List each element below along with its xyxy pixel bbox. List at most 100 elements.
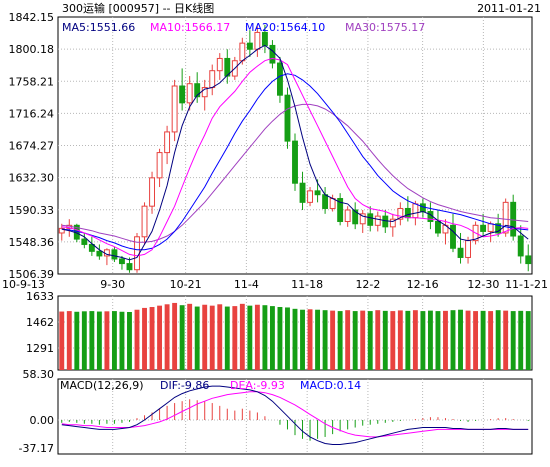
candle-body	[389, 218, 396, 228]
candle-body	[292, 140, 298, 184]
volume-bar	[224, 306, 230, 370]
candle-body	[517, 235, 524, 257]
candle-body	[164, 131, 171, 154]
price-tick-label: 1800.18	[9, 43, 55, 56]
candle-body	[314, 190, 321, 196]
volume-bar	[345, 310, 351, 370]
volume-bar	[172, 302, 178, 370]
volume-bar	[187, 303, 193, 370]
candle-body	[81, 238, 88, 245]
volume-bar	[518, 310, 524, 370]
candle-body	[284, 94, 291, 142]
macd-lines	[61, 385, 529, 445]
legend-ma10: MA10:1566.17	[150, 21, 230, 34]
macd-legend-macd: MACD:0.14	[300, 379, 361, 392]
candle-body	[216, 57, 223, 72]
date-tick-label: 11-4	[234, 278, 259, 291]
date-tick-label: 12-30	[467, 278, 499, 291]
candle-body	[359, 213, 366, 225]
candle-body	[322, 194, 329, 209]
legend-ma30: MA30:1575.17	[345, 21, 425, 34]
volume-bar	[247, 305, 253, 370]
volume-bar	[443, 310, 448, 370]
volume-bar	[367, 311, 373, 370]
chart-title: 300运输 [000957] -- 日K线图	[62, 1, 214, 15]
volume-bar	[164, 304, 170, 370]
volume-bar	[217, 304, 223, 370]
volume-bar	[239, 303, 245, 370]
volume-bar	[307, 309, 313, 370]
volume-axis-labels: 1633 1462 1291 58.30	[23, 290, 55, 381]
price-tick-label: 1674.27	[9, 140, 55, 153]
candle-body	[254, 31, 261, 50]
candle-body	[367, 213, 374, 226]
volume-bar	[337, 311, 343, 370]
volume-bar	[111, 311, 117, 370]
candle-body	[179, 85, 186, 104]
volume-bar	[315, 309, 321, 370]
price-tick-label: 1632.30	[9, 172, 55, 185]
candle-body	[525, 255, 532, 265]
ma10-line	[61, 57, 529, 257]
volume-tick-label: 1462	[26, 316, 54, 329]
volume-bar	[81, 311, 87, 370]
volume-bar	[473, 311, 479, 370]
volume-bar	[104, 311, 110, 370]
candle-body	[487, 223, 494, 232]
candle-body	[141, 205, 148, 238]
volume-bar	[254, 304, 260, 370]
volume-bar	[397, 310, 403, 370]
volume-bar	[525, 311, 531, 370]
candle-body	[465, 240, 471, 258]
volume-bar	[149, 307, 155, 370]
volume-bar	[488, 311, 494, 370]
chart-date: 2011-01-21	[477, 2, 541, 15]
candle-body	[502, 201, 509, 234]
volume-bar	[96, 311, 102, 370]
candle-body	[239, 42, 246, 62]
volume-bar	[292, 308, 298, 370]
volume-bar	[142, 307, 147, 370]
price-tick-label: 1716.24	[9, 107, 55, 120]
volume-bar	[89, 311, 95, 370]
candle-body	[435, 220, 441, 234]
candle-body	[412, 203, 419, 219]
volume-bar	[503, 310, 509, 370]
volume-bar	[262, 305, 268, 370]
candle-body	[88, 243, 95, 252]
volume-bar	[202, 304, 208, 370]
date-tick-label: 10-21	[170, 278, 202, 291]
candle-body	[352, 209, 359, 225]
candles	[58, 24, 532, 273]
price-tick-label: 1506.39	[9, 268, 55, 281]
volume-bar	[134, 309, 140, 370]
volume-bar	[300, 309, 305, 370]
price-tick-label: 1548.36	[9, 236, 55, 249]
date-tick-label: 11-1-21	[505, 278, 548, 291]
volume-bar	[322, 310, 328, 370]
candle-body	[111, 249, 118, 260]
candle-body	[149, 177, 155, 207]
candle-body	[186, 83, 193, 104]
macd-legend-name: MACD(12,26,9)	[60, 379, 144, 392]
dea-line	[61, 391, 529, 438]
volume-tick-label: 58.30	[23, 368, 55, 381]
candle-body	[329, 198, 336, 209]
volume-bar	[74, 311, 80, 370]
candle-body	[194, 83, 201, 98]
candle-body	[209, 70, 216, 89]
candle-body	[450, 224, 456, 249]
date-tick-label: 12-2	[355, 278, 380, 291]
volume-bars	[59, 302, 531, 370]
candle-body	[344, 209, 351, 222]
volume-bar	[360, 310, 366, 370]
candle-body	[126, 263, 133, 271]
date-tick-label: 11-18	[291, 278, 323, 291]
volume-bar	[127, 311, 132, 370]
price-tick-label: 1590.33	[9, 204, 55, 217]
volume-bar	[375, 310, 381, 370]
candle-body	[495, 223, 502, 234]
macd-axis-labels: 0.00 -37.17	[19, 414, 54, 455]
volume-bar	[458, 309, 463, 370]
